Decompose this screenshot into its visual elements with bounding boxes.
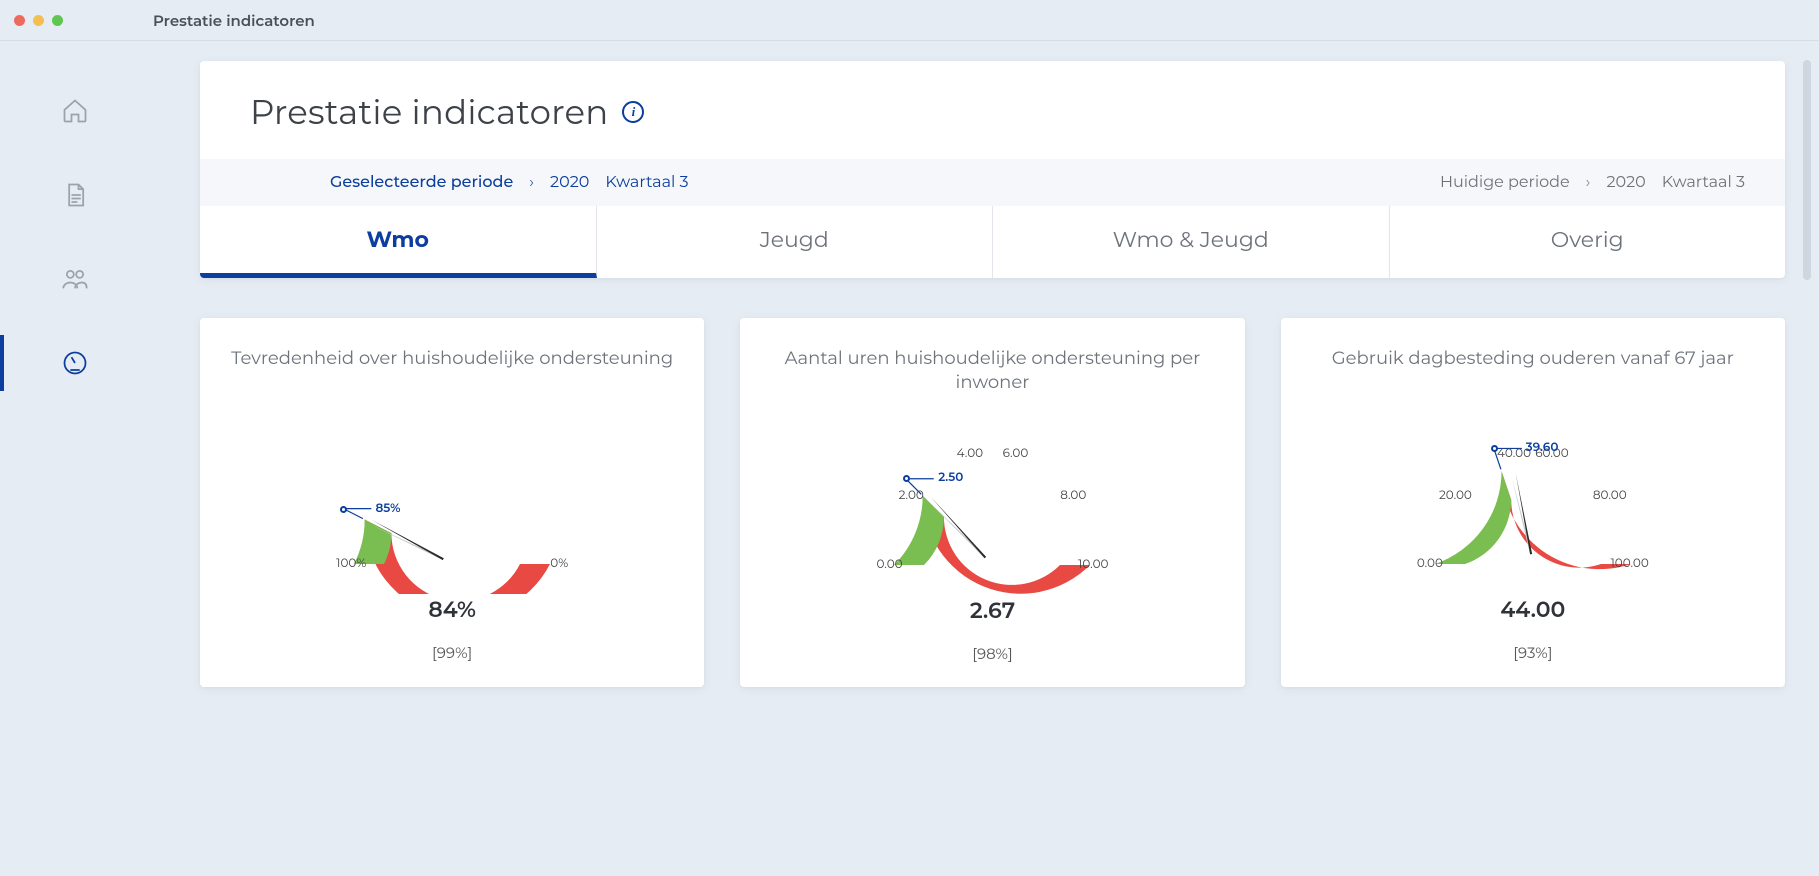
gauge: 0% 100% 85% bbox=[292, 414, 612, 594]
gauge: 100.0080.0060.0040.0020.000.0039.60 bbox=[1373, 414, 1693, 594]
tabs: WmoJeugdWmo & JeugdOverig bbox=[200, 206, 1785, 278]
header-panel: Prestatie indicatoren i Geselecteerde pe… bbox=[200, 61, 1785, 278]
gauge-tick-label: 100% bbox=[336, 556, 366, 571]
current-period-quarter: Kwartaal 3 bbox=[1662, 173, 1745, 192]
gauge-target-label: 39.60 bbox=[1526, 440, 1559, 455]
people-icon bbox=[61, 265, 89, 293]
sidebar-item-documents[interactable] bbox=[0, 173, 150, 217]
selected-period-quarter[interactable]: Kwartaal 3 bbox=[605, 173, 688, 192]
window-titlebar: Prestatie indicatoren bbox=[0, 0, 1819, 40]
tab-wmo-jeugd[interactable]: Wmo & Jeugd bbox=[993, 206, 1390, 278]
current-period: Huidige periode › 2020 Kwartaal 3 bbox=[1440, 173, 1745, 192]
window-zoom-icon[interactable] bbox=[52, 15, 63, 26]
window-close-icon[interactable] bbox=[14, 15, 25, 26]
gauge-value: 84% bbox=[220, 596, 684, 623]
main-content: Prestatie indicatoren i Geselecteerde pe… bbox=[150, 41, 1819, 876]
tab-overig[interactable]: Overig bbox=[1390, 206, 1786, 278]
window-title: Prestatie indicatoren bbox=[153, 11, 315, 30]
selected-period-label: Geselecteerde periode bbox=[330, 173, 513, 192]
gauge-tick-label: 4.00 bbox=[957, 446, 983, 461]
gauge-bracket: [99%] bbox=[220, 643, 684, 662]
gauge-value: 44.00 bbox=[1301, 596, 1765, 623]
gauge-tick-label: 2.00 bbox=[899, 488, 924, 503]
selected-period[interactable]: Geselecteerde periode › 2020 Kwartaal 3 bbox=[330, 173, 689, 192]
chevron-right-icon: › bbox=[529, 173, 534, 192]
tab-wmo[interactable]: Wmo bbox=[200, 206, 597, 278]
gauge-target-label: 2.50 bbox=[938, 470, 963, 485]
gauge-tick-label: 0% bbox=[550, 556, 568, 571]
gauge-title: Aantal uren huishoudelijke ondersteuning… bbox=[760, 346, 1224, 395]
gauge-title: Tevredenheid over huishoudelijke onderst… bbox=[220, 346, 684, 394]
sidebar-item-people[interactable] bbox=[0, 257, 150, 301]
window-controls bbox=[14, 15, 63, 26]
gauge-value: 2.67 bbox=[760, 597, 1224, 624]
home-icon bbox=[61, 97, 89, 125]
gauge-target-label: 85% bbox=[375, 501, 400, 516]
gauge-icon bbox=[61, 349, 89, 377]
gauge-card: Gebruik dagbesteding ouderen vanaf 67 ja… bbox=[1281, 318, 1785, 687]
selected-period-year[interactable]: 2020 bbox=[550, 173, 589, 192]
gauge-tick-label: 0.00 bbox=[1417, 556, 1443, 571]
gauge-tick-label: 20.00 bbox=[1439, 488, 1472, 503]
gauge-tick-label: 6.00 bbox=[1003, 446, 1029, 461]
page-title: Prestatie indicatoren bbox=[250, 91, 608, 133]
gauge-tick-label: 0.00 bbox=[876, 557, 902, 572]
window-minimize-icon[interactable] bbox=[33, 15, 44, 26]
gauge-bracket: [93%] bbox=[1301, 643, 1765, 662]
current-period-label: Huidige periode bbox=[1440, 173, 1570, 192]
document-icon bbox=[61, 181, 89, 209]
gauge-tick-label: 100.00 bbox=[1610, 556, 1648, 571]
scrollbar[interactable] bbox=[1803, 60, 1811, 280]
gauge: 10.00 8.00 6.00 4.00 2.00 0.00 2.50 bbox=[832, 415, 1152, 595]
sidebar-item-home[interactable] bbox=[0, 89, 150, 133]
gauge-tick-label: 8.00 bbox=[1060, 488, 1086, 503]
sidebar-item-dashboard[interactable] bbox=[0, 341, 150, 385]
current-period-year: 2020 bbox=[1606, 173, 1645, 192]
period-bar: Geselecteerde periode › 2020 Kwartaal 3 … bbox=[200, 159, 1785, 206]
tab-jeugd[interactable]: Jeugd bbox=[597, 206, 994, 278]
sidebar bbox=[0, 41, 150, 876]
info-icon[interactable]: i bbox=[622, 101, 644, 123]
chevron-right-icon: › bbox=[1586, 173, 1591, 192]
gauge-tick-label: 10.00 bbox=[1078, 557, 1108, 572]
gauge-card: Aantal uren huishoudelijke ondersteuning… bbox=[740, 318, 1244, 687]
gauge-tick-label: 80.00 bbox=[1593, 488, 1627, 503]
gauge-title: Gebruik dagbesteding ouderen vanaf 67 ja… bbox=[1301, 346, 1765, 394]
gauge-cards: Tevredenheid over huishoudelijke onderst… bbox=[200, 318, 1785, 687]
gauge-card: Tevredenheid over huishoudelijke onderst… bbox=[200, 318, 704, 687]
gauge-bracket: [98%] bbox=[760, 644, 1224, 663]
